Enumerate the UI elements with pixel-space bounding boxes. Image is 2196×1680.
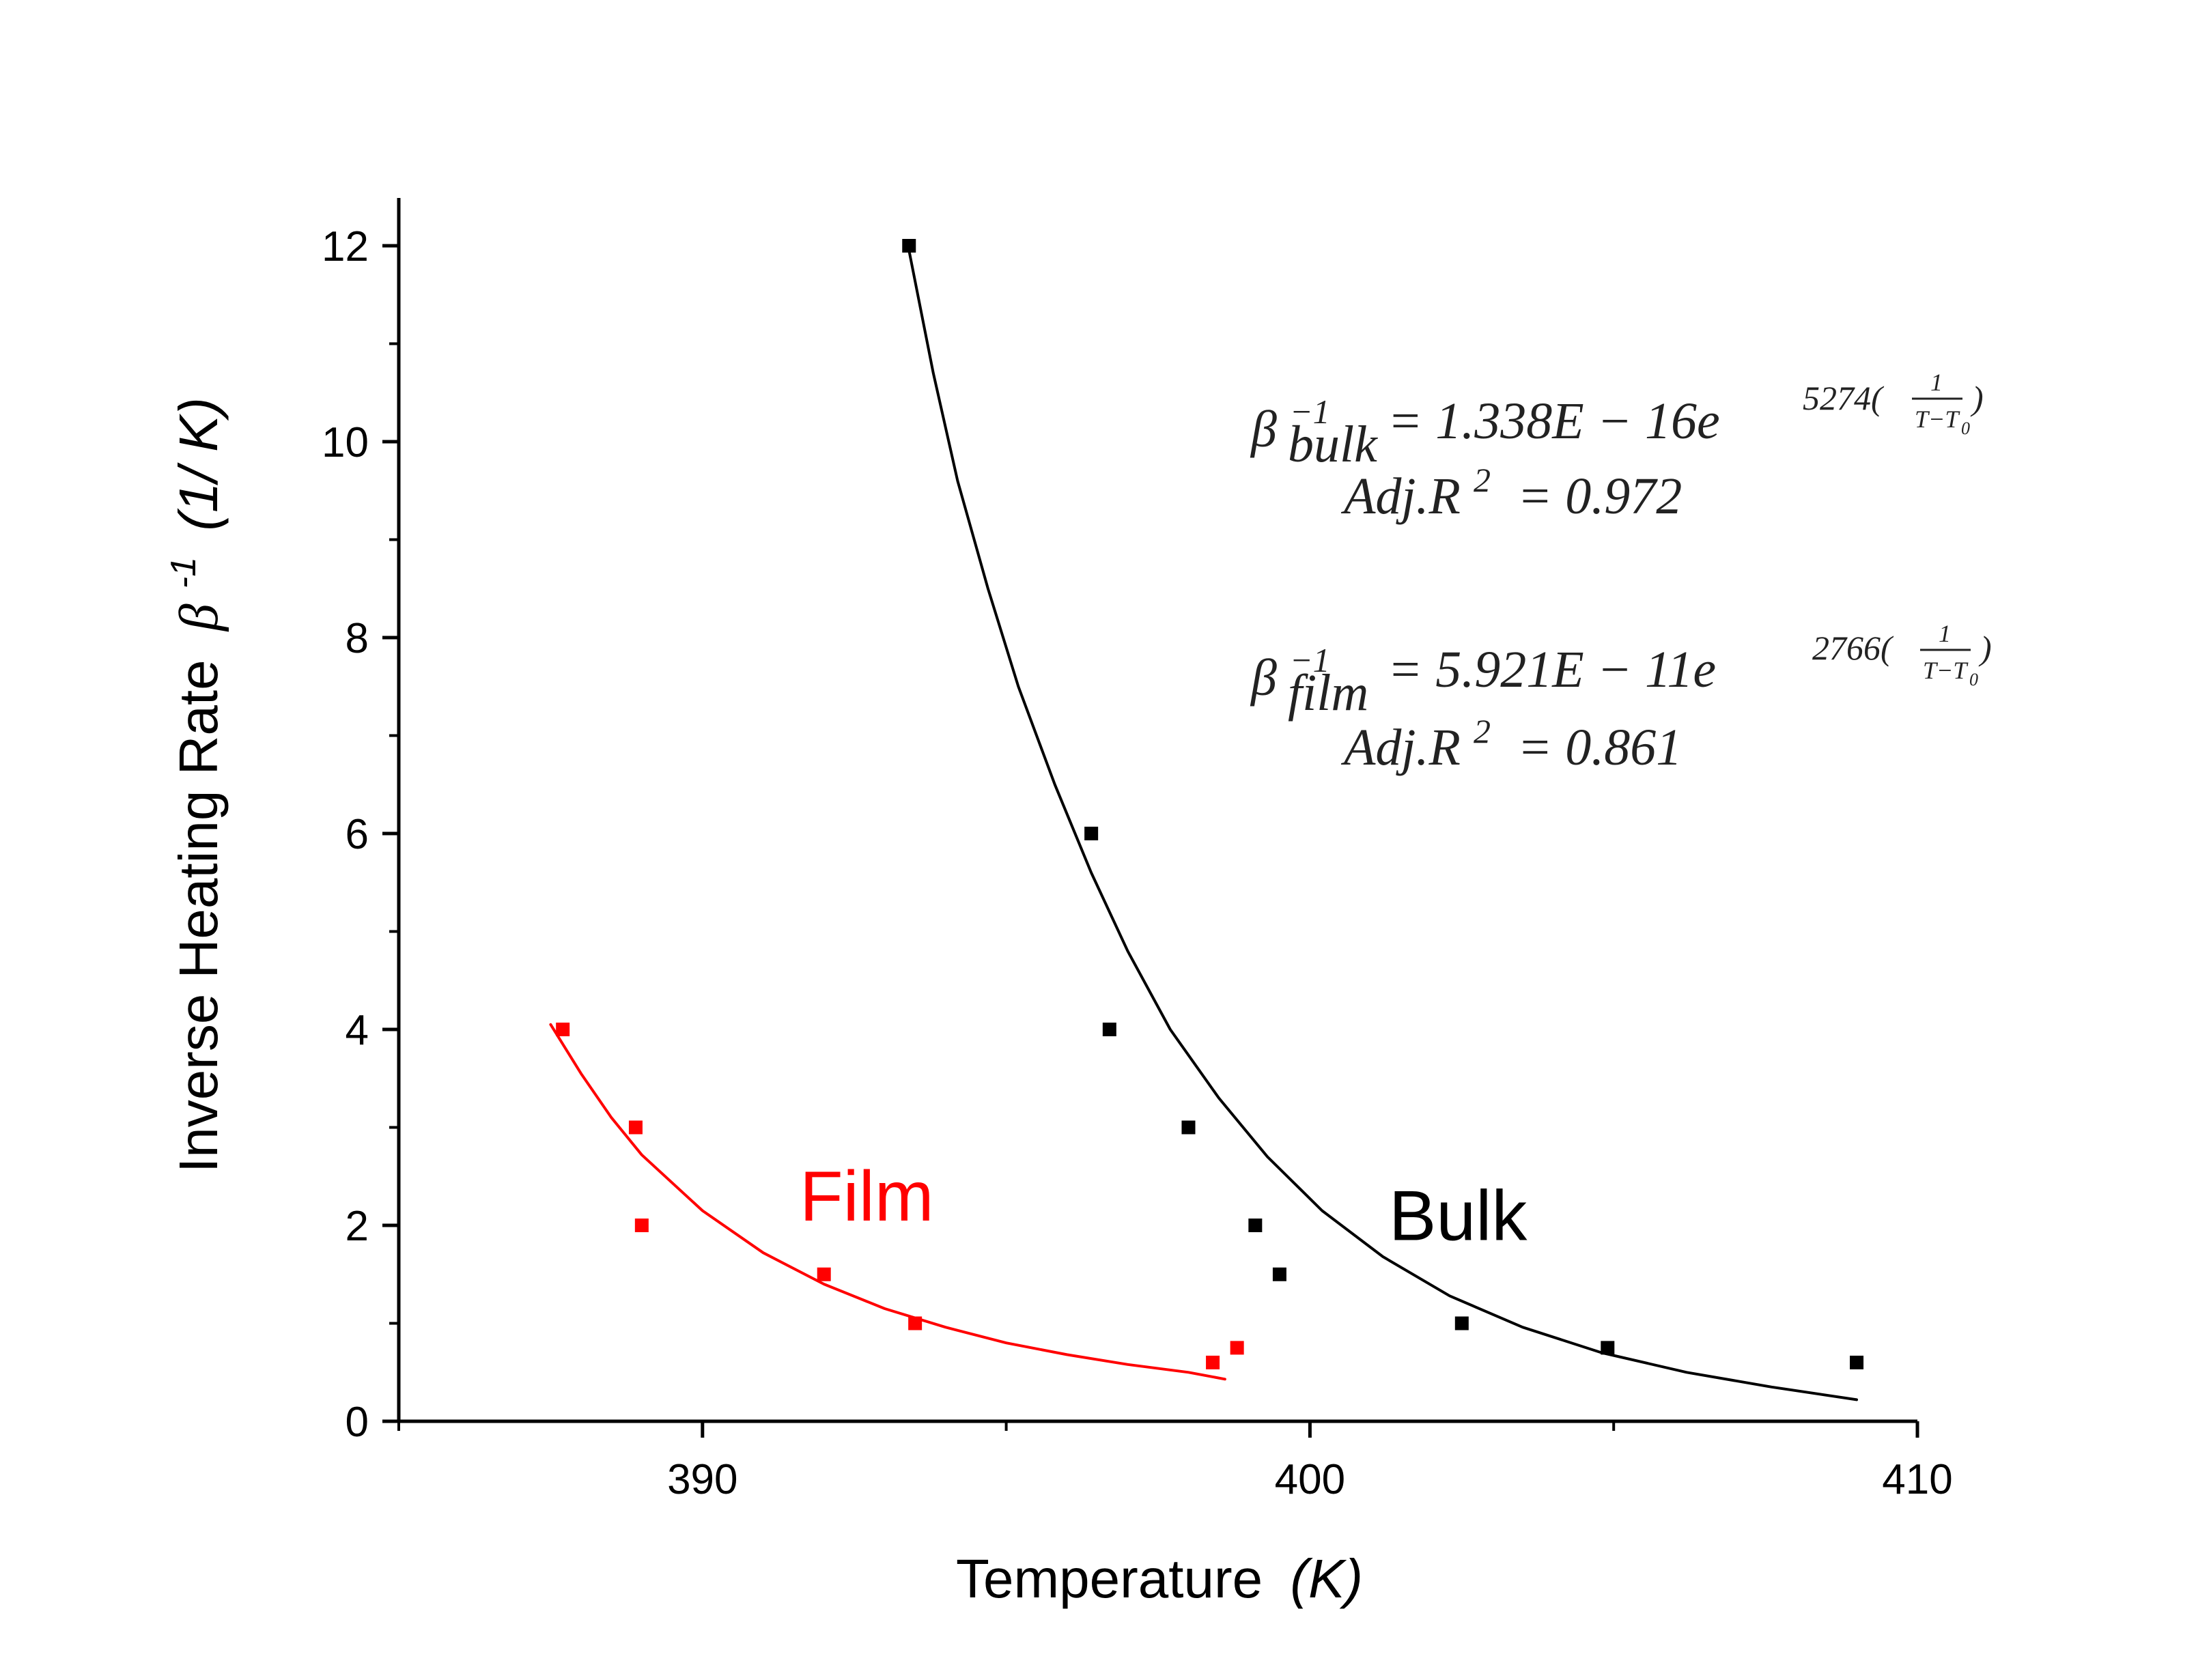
equation-bulk-beta: β bbox=[1250, 401, 1277, 458]
equation-film-beta: β bbox=[1250, 649, 1277, 707]
y-tick-label: 4 bbox=[346, 1007, 369, 1054]
data-point-bulk bbox=[1084, 827, 1099, 840]
y-axis-label: Inverse Heating Rate bbox=[168, 659, 229, 1173]
equation-film-close: ) bbox=[1978, 629, 1992, 667]
x-tick-label: 400 bbox=[1275, 1456, 1345, 1503]
equation-bulk-exp: −1 bbox=[1290, 393, 1330, 431]
equation-film: β −1 film = 5.921E − 11e 2766( 1 T−T 0 )… bbox=[1250, 620, 1992, 776]
equation-film-r2-sup: 2 bbox=[1474, 712, 1491, 750]
equation-bulk-r2-sup: 2 bbox=[1474, 461, 1491, 499]
y-tick-label: 12 bbox=[322, 223, 369, 270]
equation-film-body: = 5.921E − 11e bbox=[1388, 641, 1716, 698]
equation-bulk-r2-value: = 0.972 bbox=[1517, 468, 1682, 525]
equation-film-exp: −1 bbox=[1290, 641, 1330, 679]
data-point-bulk bbox=[1454, 1316, 1469, 1330]
x-axis-title: Temperature (K) bbox=[956, 1548, 1363, 1609]
equation-film-frac-num: 1 bbox=[1939, 620, 1951, 647]
data-point-film bbox=[634, 1219, 649, 1232]
data-point-film bbox=[1230, 1341, 1244, 1355]
data-point-film bbox=[908, 1316, 923, 1330]
data-point-bulk bbox=[902, 239, 916, 253]
equation-bulk-sub: bulk bbox=[1288, 416, 1378, 473]
equation-bulk-close: ) bbox=[1970, 379, 1984, 417]
svg-text:β −1: β −1 bbox=[1250, 393, 1330, 458]
equation-bulk-frac-den: T−T bbox=[1915, 405, 1960, 433]
axis-ticks bbox=[382, 244, 1919, 1438]
data-point-film bbox=[817, 1267, 831, 1281]
y-tick-label: 0 bbox=[346, 1399, 369, 1446]
equation-bulk-frac-den-sub: 0 bbox=[1961, 418, 1970, 438]
svg-text:Adj.R 2 = 0.861: Adj.R 2 = 0.861 bbox=[1340, 697, 1682, 776]
data-points bbox=[556, 239, 1864, 1369]
data-point-bulk bbox=[1272, 1267, 1286, 1281]
equation-bulk-power: 5274( bbox=[1803, 379, 1885, 417]
equation-film-frac-den-sub: 0 bbox=[1969, 670, 1978, 689]
series-label-film: Film bbox=[800, 1157, 933, 1236]
equation-film-r2: Adj.R bbox=[1340, 719, 1461, 776]
equation-bulk-body: = 1.338E − 16e bbox=[1388, 393, 1720, 450]
data-point-film bbox=[628, 1120, 643, 1135]
svg-text:β −1: β −1 bbox=[1250, 641, 1330, 707]
equation-film-sub: film bbox=[1288, 664, 1368, 722]
y-tick-label: 2 bbox=[346, 1203, 369, 1250]
equation-film-frac-den: T−T bbox=[1923, 657, 1969, 684]
fit-curve-film bbox=[549, 1023, 1226, 1381]
equation-film-r2-value: = 0.861 bbox=[1517, 719, 1682, 776]
svg-text:Adj.R 2 = 0.972: Adj.R 2 = 0.972 bbox=[1340, 446, 1682, 525]
x-axis-unit: (K) bbox=[1290, 1548, 1363, 1609]
equation-bulk-r2: Adj.R bbox=[1340, 468, 1461, 525]
y-axis-unit: (1/ K) bbox=[168, 397, 229, 531]
x-axis-label: Temperature bbox=[956, 1548, 1263, 1609]
y-tick-label: 6 bbox=[346, 811, 369, 858]
y-tick-label: 8 bbox=[346, 615, 369, 662]
y-axis-title: Inverse Heating Rate β -1 (1/ K) bbox=[146, 397, 229, 1173]
equation-bulk-frac-num: 1 bbox=[1930, 369, 1943, 396]
x-tick-label: 410 bbox=[1882, 1456, 1952, 1503]
data-point-film bbox=[1206, 1355, 1220, 1369]
data-point-bulk bbox=[1248, 1219, 1263, 1232]
data-point-bulk bbox=[1181, 1120, 1196, 1135]
data-point-bulk bbox=[1850, 1355, 1864, 1369]
series-label-bulk: Bulk bbox=[1389, 1177, 1528, 1256]
data-point-bulk bbox=[1601, 1341, 1615, 1355]
equation-film-power: 2766( bbox=[1812, 629, 1894, 667]
y-axis-symbol: β bbox=[169, 603, 229, 632]
y-tick-label: 10 bbox=[322, 419, 369, 466]
y-axis-symbol-exp: -1 bbox=[164, 557, 203, 588]
equation-bulk: β −1 bulk = 1.338E − 16e 5274( 1 T−T 0 )… bbox=[1250, 369, 1984, 525]
x-tick-label: 390 bbox=[667, 1456, 737, 1503]
data-point-film bbox=[556, 1023, 570, 1036]
data-point-bulk bbox=[1102, 1023, 1116, 1036]
